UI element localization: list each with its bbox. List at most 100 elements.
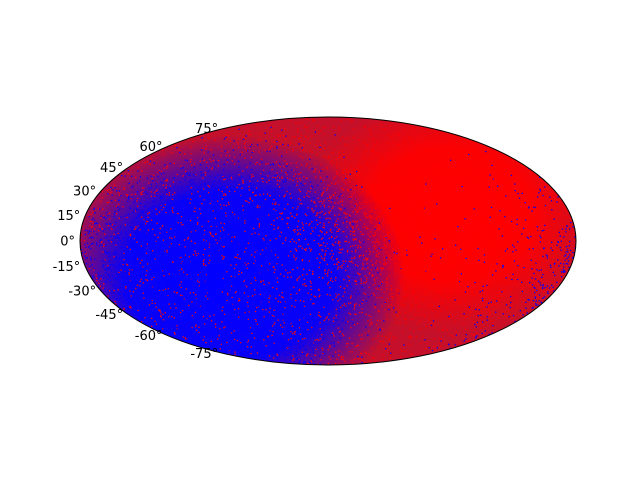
red-scatter-point (234, 190, 236, 193)
blue-scatter-point (261, 172, 263, 174)
blue-scatter-point (264, 353, 266, 356)
blue-scatter-point (215, 319, 217, 321)
blue-scatter-point (191, 306, 193, 308)
red-scatter-point (238, 270, 240, 272)
red-scatter-point (306, 192, 308, 195)
red-scatter-point (458, 209, 460, 211)
red-scatter-point (238, 273, 240, 275)
red-scatter-point (375, 255, 377, 257)
blue-scatter-point (232, 239, 235, 241)
blue-scatter-point (250, 325, 252, 327)
blue-scatter-point (298, 143, 300, 145)
blue-scatter-point (275, 268, 278, 270)
red-scatter-point (348, 214, 351, 216)
blue-scatter-point (569, 254, 571, 256)
blue-scatter-point (140, 294, 142, 296)
red-scatter-point (344, 137, 346, 140)
red-scatter-point (331, 332, 334, 334)
red-scatter-point (503, 252, 505, 254)
blue-scatter-point (126, 240, 128, 242)
blue-scatter-point (208, 317, 211, 319)
red-scatter-point (209, 202, 211, 205)
blue-scatter-point (131, 288, 133, 290)
red-scatter-point (360, 352, 363, 354)
blue-scatter-point (248, 250, 251, 252)
red-scatter-point (282, 134, 284, 136)
red-scatter-point (565, 258, 567, 260)
blue-scatter-point (140, 313, 142, 315)
blue-scatter-point (243, 327, 245, 329)
red-scatter-point (184, 246, 186, 248)
red-scatter-point (162, 184, 164, 186)
blue-scatter-point (322, 307, 324, 309)
blue-scatter-point (338, 310, 340, 312)
blue-scatter-point (297, 322, 299, 324)
blue-scatter-point (195, 247, 197, 249)
blue-scatter-point (552, 271, 554, 274)
red-scatter-point (364, 275, 366, 277)
red-scatter-point (480, 266, 482, 268)
blue-scatter-point (246, 190, 249, 192)
blue-scatter-point (148, 309, 150, 311)
red-scatter-point (386, 345, 388, 348)
red-scatter-point (370, 269, 372, 271)
blue-scatter-point (248, 344, 250, 346)
red-scatter-point (141, 259, 143, 262)
blue-scatter-point (192, 263, 194, 265)
blue-scatter-point (151, 301, 153, 303)
blue-scatter-point (248, 306, 251, 308)
red-scatter-point (307, 207, 309, 209)
blue-scatter-point (302, 319, 304, 321)
red-scatter-point (347, 343, 350, 345)
blue-scatter-point (160, 226, 162, 228)
red-scatter-point (512, 177, 514, 179)
red-scatter-point (303, 124, 306, 127)
red-scatter-point (240, 342, 242, 344)
red-scatter-point (214, 139, 217, 141)
blue-scatter-point (84, 233, 86, 236)
red-scatter-point (433, 137, 435, 139)
blue-scatter-point (92, 217, 94, 219)
blue-scatter-point (488, 302, 490, 304)
blue-scatter-point (475, 337, 477, 339)
red-scatter-point (400, 355, 402, 358)
red-scatter-point (392, 134, 394, 137)
blue-scatter-point (169, 188, 171, 190)
blue-scatter-point (175, 269, 177, 271)
red-scatter-point (413, 330, 415, 332)
red-scatter-point (393, 191, 395, 193)
blue-scatter-point (282, 232, 285, 234)
red-scatter-point (254, 294, 256, 296)
blue-scatter-point (221, 264, 223, 266)
blue-scatter-point (258, 207, 260, 209)
blue-scatter-point (197, 315, 199, 317)
blue-scatter-point (196, 228, 199, 230)
blue-scatter-point (203, 297, 205, 299)
blue-scatter-point (221, 273, 224, 275)
blue-scatter-point (205, 317, 207, 319)
blue-scatter-point (192, 212, 194, 214)
blue-scatter-point (110, 289, 112, 291)
blue-scatter-point (328, 247, 330, 249)
blue-scatter-point (198, 300, 200, 302)
blue-scatter-point (236, 284, 239, 286)
red-scatter-point (375, 337, 377, 340)
red-scatter-point (293, 331, 295, 334)
blue-scatter-point (110, 223, 112, 225)
red-scatter-point (100, 228, 102, 230)
blue-scatter-point (169, 264, 171, 266)
blue-scatter-point (207, 307, 210, 310)
blue-scatter-point (199, 255, 201, 257)
blue-scatter-point (273, 306, 276, 308)
red-scatter-point (129, 269, 131, 271)
red-scatter-point (380, 340, 382, 343)
blue-scatter-point (92, 237, 94, 239)
blue-scatter-point (244, 223, 247, 226)
blue-scatter-point (261, 161, 263, 163)
blue-scatter-point (280, 346, 282, 348)
red-scatter-point (316, 223, 319, 226)
red-scatter-point (373, 125, 375, 127)
blue-scatter-point (188, 273, 190, 275)
blue-scatter-point (187, 202, 189, 204)
red-scatter-point (278, 164, 280, 166)
